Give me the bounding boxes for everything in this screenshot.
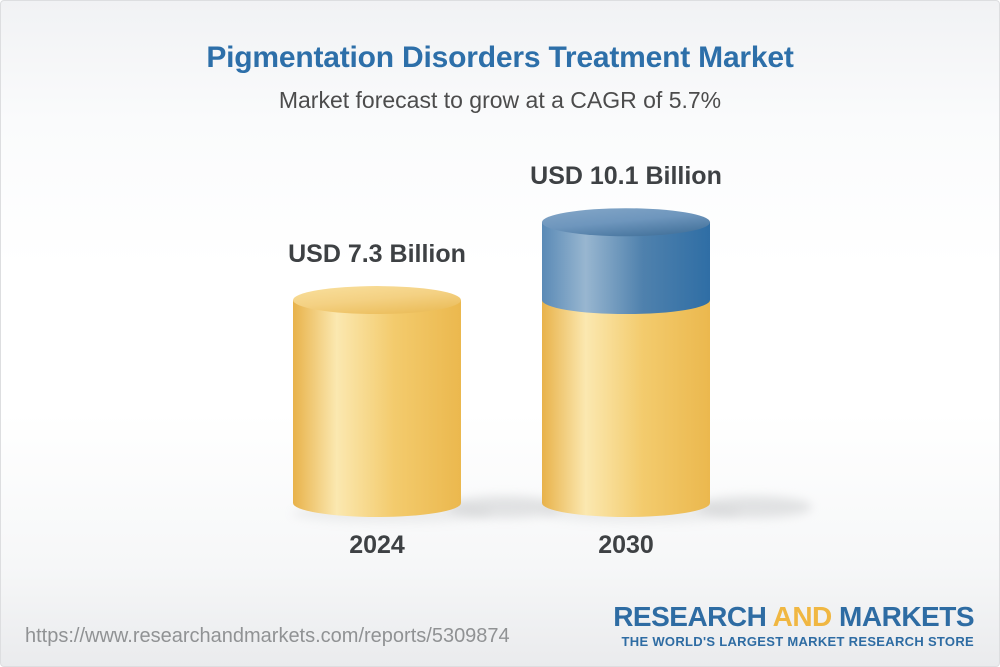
logo-word-research: RESEARCH <box>613 601 767 632</box>
logo-tagline: THE WORLD'S LARGEST MARKET RESEARCH STOR… <box>621 634 974 650</box>
value-label-2030: USD 10.1 Billion <box>530 162 722 191</box>
value-label-2024: USD 7.3 Billion <box>288 240 466 269</box>
logo-wordmark: RESEARCH AND MARKETS <box>613 602 974 631</box>
logo-word-markets: MARKETS <box>839 601 974 632</box>
year-label-2024: 2024 <box>349 531 405 559</box>
bar-cylinder-2030 <box>541 208 812 523</box>
bar-cylinder-2024 <box>292 286 563 523</box>
logo-word-and: AND <box>772 601 833 632</box>
page-title: Pigmentation Disorders Treatment Market <box>206 41 794 74</box>
year-label-2030: 2030 <box>598 531 654 559</box>
research-and-markets-logo: RESEARCH AND MARKETS THE WORLD'S LARGEST… <box>613 602 974 650</box>
report-url-link[interactable]: https://www.researchandmarkets.com/repor… <box>25 625 510 647</box>
page-subtitle: Market forecast to grow at a CAGR of 5.7… <box>278 87 722 113</box>
